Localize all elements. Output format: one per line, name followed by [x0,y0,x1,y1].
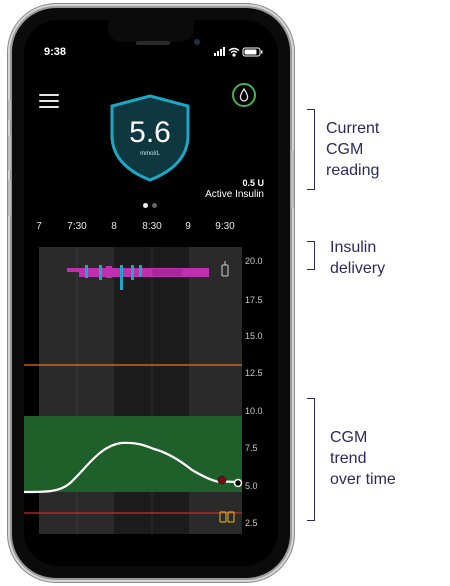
y-axis-label: 5.0 [245,481,258,491]
cgm-reading-unit: mmol/L [140,151,160,157]
time-label: 7 [36,221,42,232]
menu-icon [39,94,59,96]
annotation-cgm-reading: Current CGM reading [326,118,379,181]
annotation-line: reading [326,162,380,179]
menu-icon-line [39,106,59,108]
annotation-line: delivery [330,260,386,277]
menu-button[interactable] [39,92,61,110]
battery-icon [219,511,235,523]
mute-switch [8,100,11,120]
y-axis-label: 20.0 [245,256,263,266]
time-label: 9:30 [215,221,235,232]
annotation-bracket-trend [307,398,315,521]
annotation-line: CGM [330,429,368,446]
y-axis-label: 2.5 [245,518,258,528]
insulin-delivery-bars [67,266,209,278]
page-dot-active[interactable] [143,203,148,208]
annotation-insulin-delivery: Insulin delivery [330,237,385,279]
cgm-current-point[interactable] [217,475,227,485]
app-screen: 9:38 5.6 mmol/L 0 [24,20,278,566]
y-axis-label: 7.5 [245,443,258,453]
time-label: 9 [185,221,191,232]
cgm-graph[interactable] [24,234,278,534]
battery-icon [242,47,263,57]
volume-up-button [8,135,11,171]
insulin-drop-button[interactable] [232,83,256,107]
bolus-markers [85,265,142,290]
time-label: 8:30 [142,221,162,232]
annotation-line: Insulin [330,239,377,256]
y-axis-label: 17.5 [245,295,263,305]
y-axis-label: 15.0 [245,331,263,341]
front-camera [194,39,200,45]
y-axis-label: 10.0 [245,406,263,416]
annotation-bracket-insulin [307,241,315,270]
annotation-cgm-trend: CGM trend over time [330,427,396,490]
status-time: 9:38 [44,46,67,58]
volume-down-button [8,180,11,216]
cartridge-icon [221,261,229,277]
signal-icon [214,47,225,56]
annotation-line: Current [326,120,380,137]
cgm-reading-value: 5.6 [129,116,171,149]
insulin-drop-icon [239,88,249,102]
status-icons [214,47,263,57]
page-dot[interactable] [152,203,157,208]
cgm-shield-icon [110,94,190,182]
menu-icon-line [39,100,59,102]
speaker [136,41,170,45]
notch [108,20,194,42]
cgm-latest-point[interactable] [233,478,243,488]
time-label: 8 [111,221,117,232]
target-range-band [24,416,242,492]
annotation-line: CGM [326,141,364,158]
active-insulin-value: 0.5 U [242,178,264,188]
time-label: 7:30 [67,221,87,232]
wifi-icon [228,47,240,57]
annotation-bracket-cgm-reading [307,109,315,190]
power-button [291,150,294,208]
annotation-line: over time [330,471,396,488]
y-axis-label: 12.5 [245,368,263,378]
active-insulin-label: Active Insulin [205,189,264,200]
annotation-line: trend [330,450,367,467]
